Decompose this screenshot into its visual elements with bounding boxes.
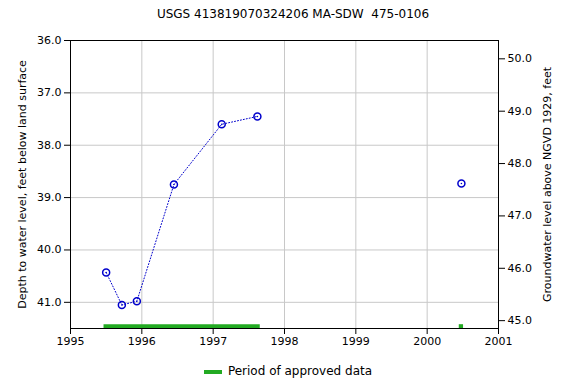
- html-text:Period of approved data: Period of approved data: [227, 364, 373, 378]
- svg-text:48.0: 48.0: [508, 157, 533, 170]
- svg-text:Groundwater level above NGVD 1: Groundwater level above NGVD 1929, feet: [541, 66, 554, 302]
- svg-text:2001: 2001: [485, 335, 513, 348]
- svg-text:40.0: 40.0: [37, 243, 62, 256]
- svg-text:39.0: 39.0: [37, 191, 62, 204]
- svg-text:50.0: 50.0: [508, 52, 533, 65]
- svg-text:1997: 1997: [199, 335, 227, 348]
- svg-text:45.0: 45.0: [508, 314, 533, 327]
- svg-text:2000: 2000: [413, 335, 441, 348]
- svg-text:37.0: 37.0: [37, 86, 62, 99]
- svg-text:1999: 1999: [342, 335, 370, 348]
- svg-text:47.0: 47.0: [508, 209, 533, 222]
- svg-text:1998: 1998: [271, 335, 299, 348]
- svg-text:36.0: 36.0: [37, 34, 62, 47]
- html-text:USGS 413819070324206 MA-SDW 47: USGS 413819070324206 MA-SDW 475-0106: [156, 7, 430, 21]
- svg-text:Depth to water level, feet bel: Depth to water level, feet below land su…: [16, 60, 29, 309]
- svg-text:38.0: 38.0: [37, 139, 62, 152]
- svg-text:49.0: 49.0: [508, 105, 533, 118]
- svg-text:1995: 1995: [57, 335, 85, 348]
- svg-text:41.0: 41.0: [37, 296, 62, 309]
- svg-text:1996: 1996: [128, 335, 156, 348]
- svg-text:46.0: 46.0: [508, 262, 533, 275]
